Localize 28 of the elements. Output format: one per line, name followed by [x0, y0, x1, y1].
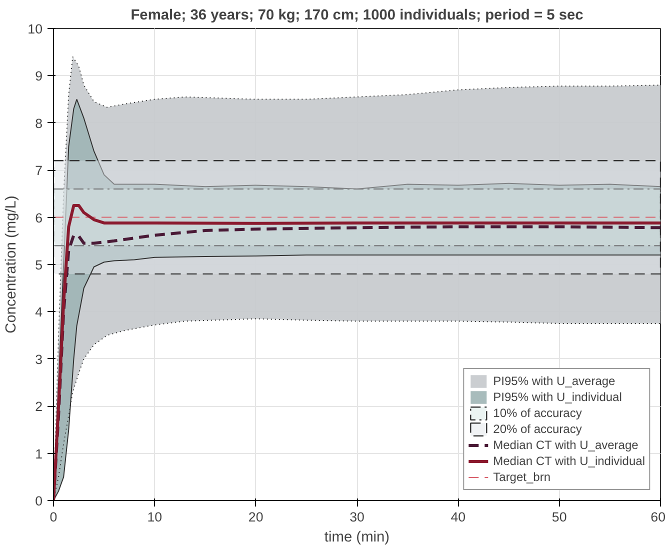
y-tick-label: 9	[35, 68, 43, 84]
y-tick-label: 6	[35, 210, 43, 226]
x-tick-label: 30	[350, 510, 364, 524]
legend-label: 20% of accuracy	[493, 421, 582, 437]
legend-label: Median CT with U_individual	[493, 453, 645, 469]
x-tick-label: 50	[552, 510, 567, 524]
x-tick-label: 10	[147, 510, 162, 524]
x-tick-label: 20	[248, 510, 264, 524]
x-axis-title: time (min)	[324, 530, 390, 546]
y-tick-label: 7	[35, 163, 43, 178]
legend-label: PI95% with U_average	[493, 373, 616, 389]
y-tick-label: 4	[35, 304, 44, 320]
legend-label: Target_brn	[493, 469, 551, 485]
y-tick-label: 1	[35, 446, 43, 462]
legend-label: PI95% with U_individual	[493, 389, 622, 405]
x-tick-label: 0	[50, 510, 58, 524]
y-tick-label: 5	[35, 258, 43, 272]
y-tick-label: 10	[28, 22, 43, 36]
legend-label: Median CT with U_average	[493, 437, 638, 453]
x-tick-label: 40	[450, 510, 466, 524]
y-tick-label: 8	[35, 116, 43, 131]
chart-title: Female; 36 years; 70 kg; 170 cm; 1000 individuals; period = 5 sec	[130, 8, 584, 24]
y-axis-title: Concentration (mg/L)	[4, 196, 20, 334]
legend-label: 10% of accuracy	[493, 405, 582, 421]
x-tick-label: 60	[650, 510, 666, 524]
y-tick-label: 2	[35, 399, 43, 414]
y-tick-label: 3	[35, 352, 43, 367]
y-tick-label: 0	[35, 494, 43, 508]
